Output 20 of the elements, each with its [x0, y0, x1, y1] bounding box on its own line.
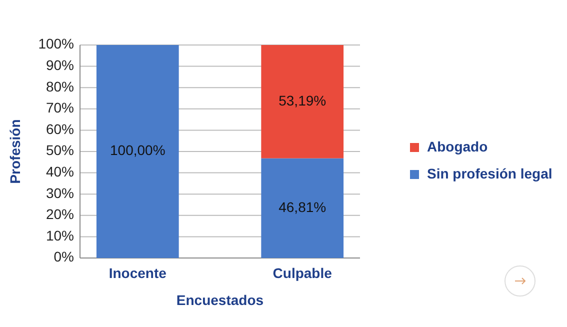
y-tick-label: 10%	[46, 227, 74, 244]
data-label: 53,19%	[278, 92, 326, 108]
data-label: 46,81%	[278, 198, 326, 215]
y-tick-label: 20%	[46, 206, 74, 222]
y-axis-title: Profesión	[7, 119, 23, 184]
y-tick-label: 80%	[46, 78, 74, 94]
y-tick-label: 40%	[46, 164, 74, 180]
y-tick-label: 100%	[38, 36, 74, 52]
x-tick-label: Culpable	[272, 265, 332, 281]
legend-label: Sin profesión legal	[427, 166, 552, 182]
y-tick-label: 70%	[46, 100, 74, 116]
y-tick-label: 50%	[46, 142, 74, 158]
y-tick-label: 90%	[46, 57, 74, 74]
x-tick-label: Inocente	[108, 265, 167, 281]
legend-label: Abogado	[427, 138, 488, 155]
y-tick-label: 0%	[54, 248, 74, 265]
y-tick-label: 60%	[46, 120, 74, 137]
data-label: 100,00%	[110, 142, 166, 158]
y-tick-label: 30%	[46, 184, 74, 201]
x-axis-title: Encuestados	[176, 292, 264, 308]
